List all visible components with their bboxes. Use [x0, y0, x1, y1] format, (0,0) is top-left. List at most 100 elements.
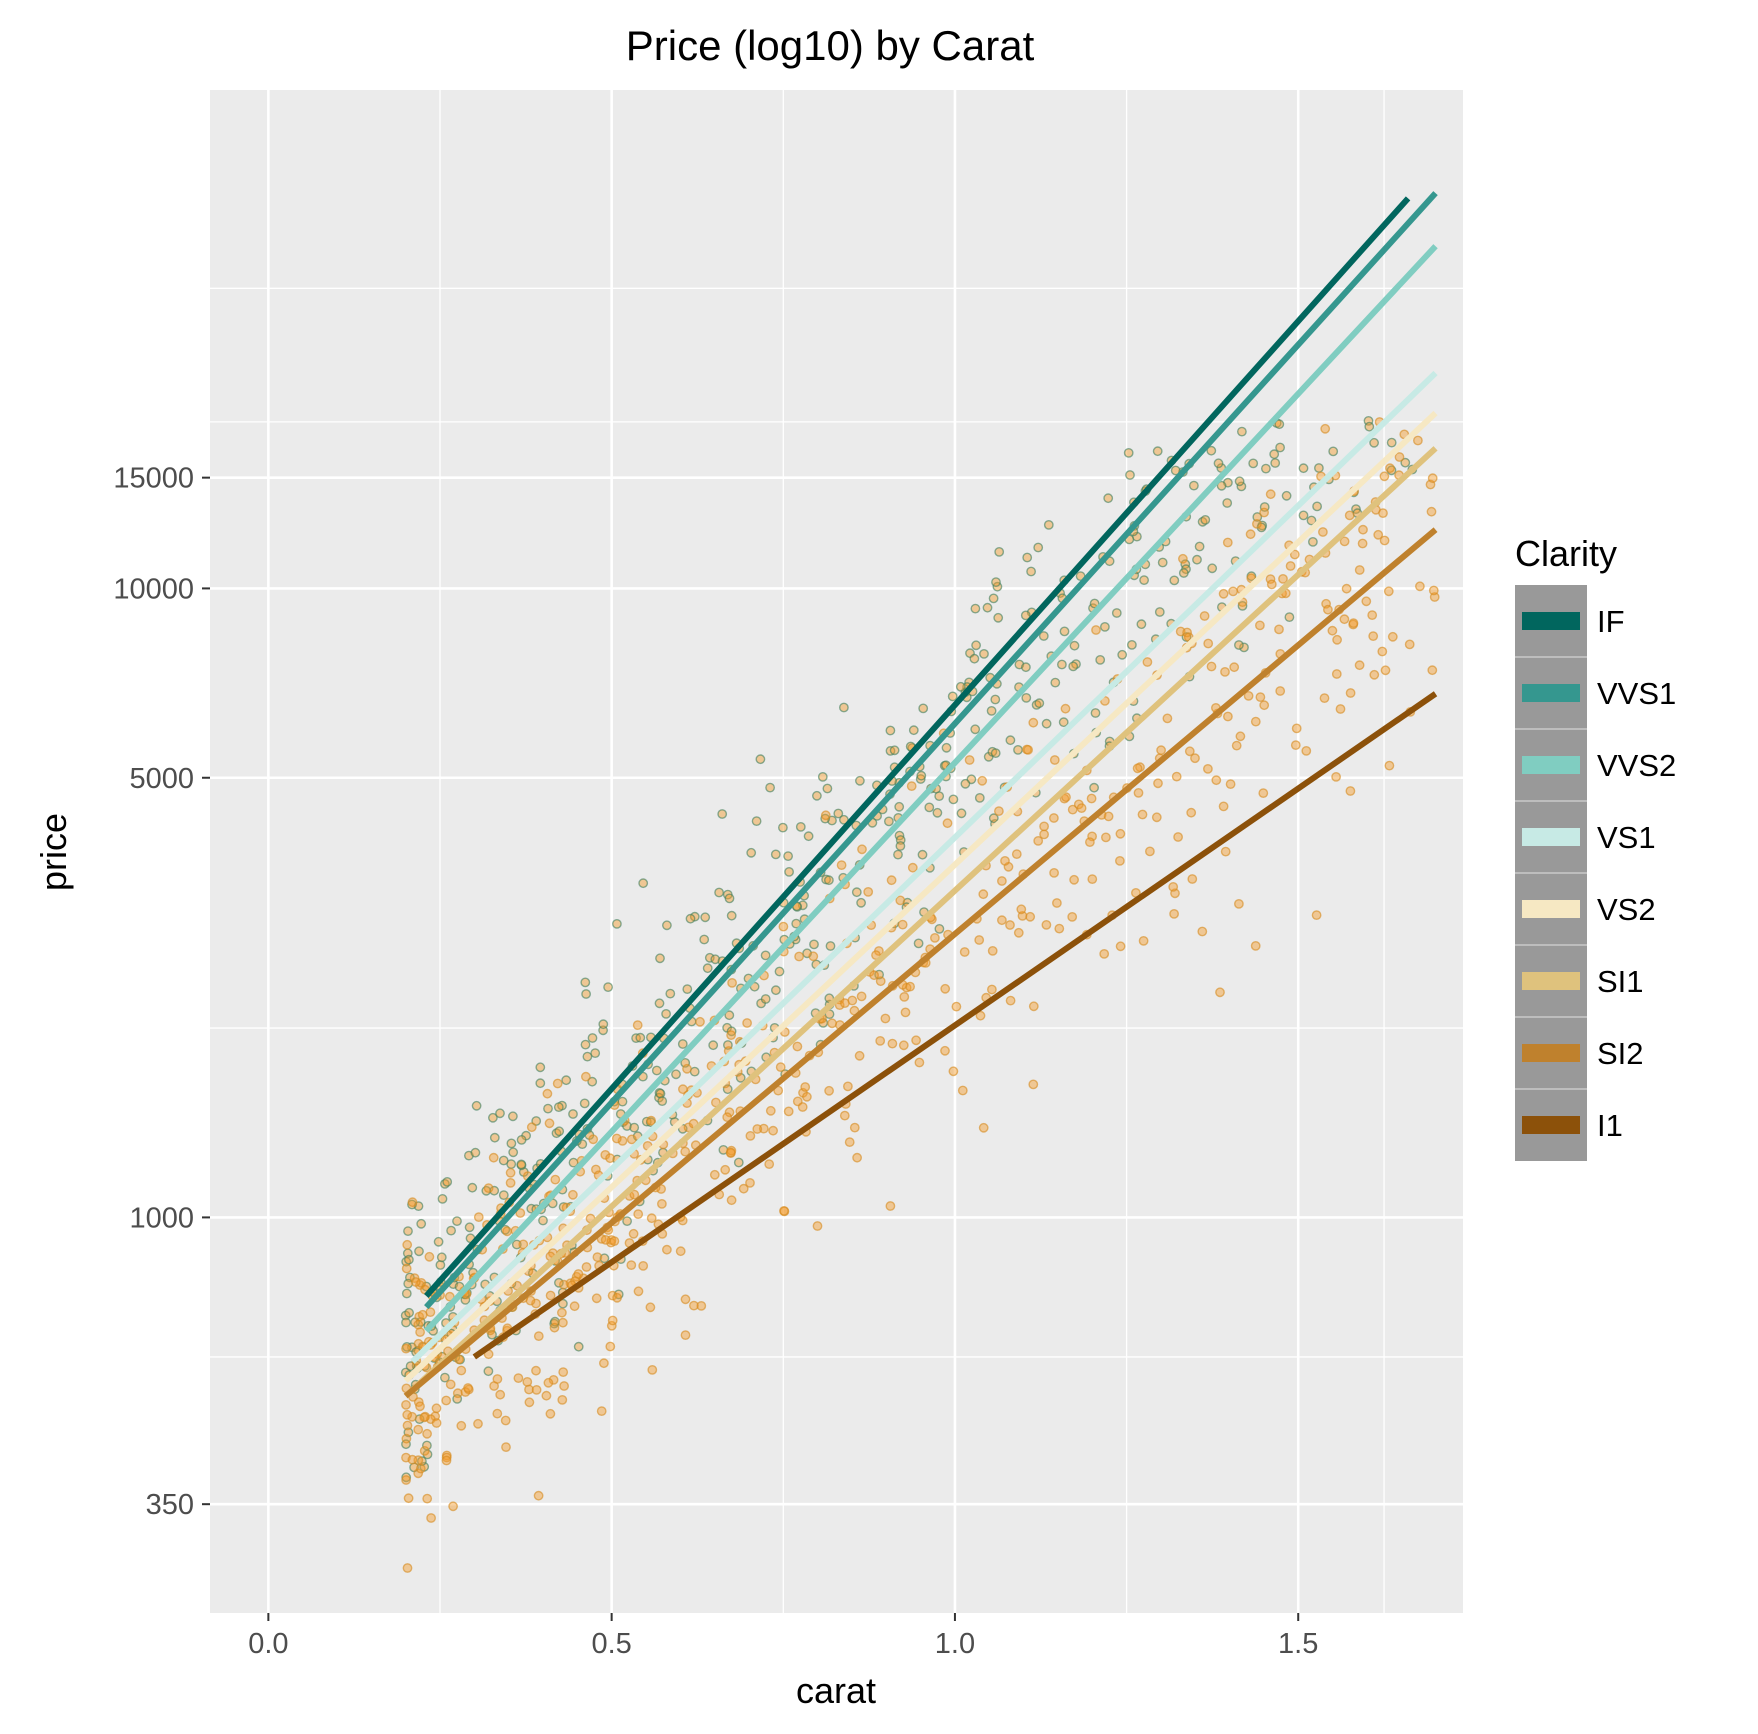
data-point — [1005, 995, 1016, 1006]
data-point — [987, 984, 997, 995]
data-point — [545, 1408, 556, 1419]
data-point — [448, 1501, 458, 1512]
data-point — [495, 1108, 505, 1119]
data-point — [505, 1167, 516, 1178]
data-point — [1100, 622, 1110, 632]
data-point — [1218, 588, 1229, 599]
data-point — [1203, 764, 1213, 774]
data-point — [856, 897, 866, 908]
data-point — [774, 966, 785, 977]
data-point — [987, 946, 998, 956]
data-point — [942, 818, 953, 829]
data-point — [431, 1418, 442, 1428]
data-point — [1308, 537, 1318, 547]
data-point — [724, 893, 735, 904]
data-point — [844, 1137, 855, 1148]
data-point — [1228, 586, 1239, 597]
data-point — [407, 1411, 417, 1422]
data-point — [1154, 607, 1165, 617]
data-point — [1312, 501, 1323, 512]
data-point — [699, 934, 710, 945]
data-point — [994, 547, 1005, 557]
data-point — [554, 1277, 564, 1288]
data-point — [421, 1440, 432, 1451]
data-point — [646, 1115, 656, 1126]
data-point — [1197, 926, 1208, 937]
trend-line — [403, 527, 1438, 1399]
legend: Clarity IF VVS1 VVS2 VS1 VS2 SI1 SI2 I1 — [1515, 533, 1676, 1161]
data-point — [1033, 836, 1044, 846]
data-point — [1331, 772, 1342, 782]
data-point — [441, 1395, 452, 1406]
data-point — [1076, 803, 1087, 813]
data-point — [651, 1065, 662, 1076]
data-point — [1069, 874, 1080, 885]
data-point — [1059, 626, 1070, 637]
legend-key-swatch — [1522, 828, 1580, 846]
data-point — [1361, 596, 1372, 607]
data-point — [1339, 536, 1350, 547]
data-point — [548, 1375, 559, 1385]
data-point — [680, 1294, 691, 1305]
data-point — [791, 918, 802, 929]
data-point — [940, 1045, 950, 1056]
data-point — [917, 849, 928, 860]
data-point — [1258, 788, 1269, 798]
data-point — [1086, 793, 1097, 804]
data-point — [628, 1228, 639, 1239]
data-point — [617, 1096, 628, 1107]
data-point — [1229, 662, 1240, 673]
data-point — [431, 1403, 442, 1414]
data-point — [682, 1063, 692, 1074]
legend-label: SI2 — [1597, 1036, 1644, 1071]
data-point — [1341, 583, 1352, 594]
legend-label: SI1 — [1597, 964, 1644, 999]
data-point — [558, 1298, 568, 1309]
legend-label: VS1 — [1597, 820, 1656, 855]
data-point — [1168, 882, 1179, 892]
data-point — [677, 1039, 688, 1049]
data-point — [1061, 792, 1071, 802]
data-point — [1013, 927, 1024, 938]
data-point — [971, 640, 981, 651]
data-point — [1011, 849, 1022, 859]
data-point — [1162, 713, 1173, 724]
data-point — [1038, 631, 1049, 641]
data-point — [1115, 828, 1126, 839]
data-point — [404, 1307, 414, 1318]
data-point — [982, 602, 993, 613]
data-point — [407, 1454, 418, 1465]
data-point — [839, 1110, 850, 1121]
data-point — [413, 1319, 424, 1330]
data-point — [1236, 481, 1247, 492]
data-point — [1231, 740, 1242, 751]
legend-label: VS2 — [1597, 892, 1656, 927]
data-point — [914, 1057, 925, 1068]
data-point — [413, 1468, 424, 1479]
data-point — [1020, 610, 1031, 621]
x-tick-label: 0.0 — [248, 1628, 288, 1660]
data-point — [1069, 640, 1080, 651]
data-point — [1068, 661, 1079, 672]
data-point — [1243, 691, 1254, 701]
legend-title: Clarity — [1515, 533, 1617, 574]
data-point — [717, 809, 728, 819]
data-point — [531, 1365, 541, 1376]
data-point — [880, 1013, 891, 1024]
data-point — [792, 1041, 803, 1052]
data-point — [955, 681, 966, 692]
data-point — [419, 1446, 430, 1456]
data-point — [401, 1472, 412, 1483]
data-point — [765, 1105, 776, 1116]
data-point — [957, 1085, 968, 1096]
data-point — [1156, 745, 1167, 756]
data-point — [1379, 535, 1390, 546]
data-point — [522, 1377, 533, 1387]
data-point — [778, 921, 789, 932]
data-point — [414, 1246, 424, 1257]
data-point — [1284, 612, 1295, 622]
data-point — [1311, 910, 1322, 920]
trend-line — [403, 410, 1438, 1383]
data-point — [401, 1433, 412, 1444]
data-point — [948, 794, 959, 805]
